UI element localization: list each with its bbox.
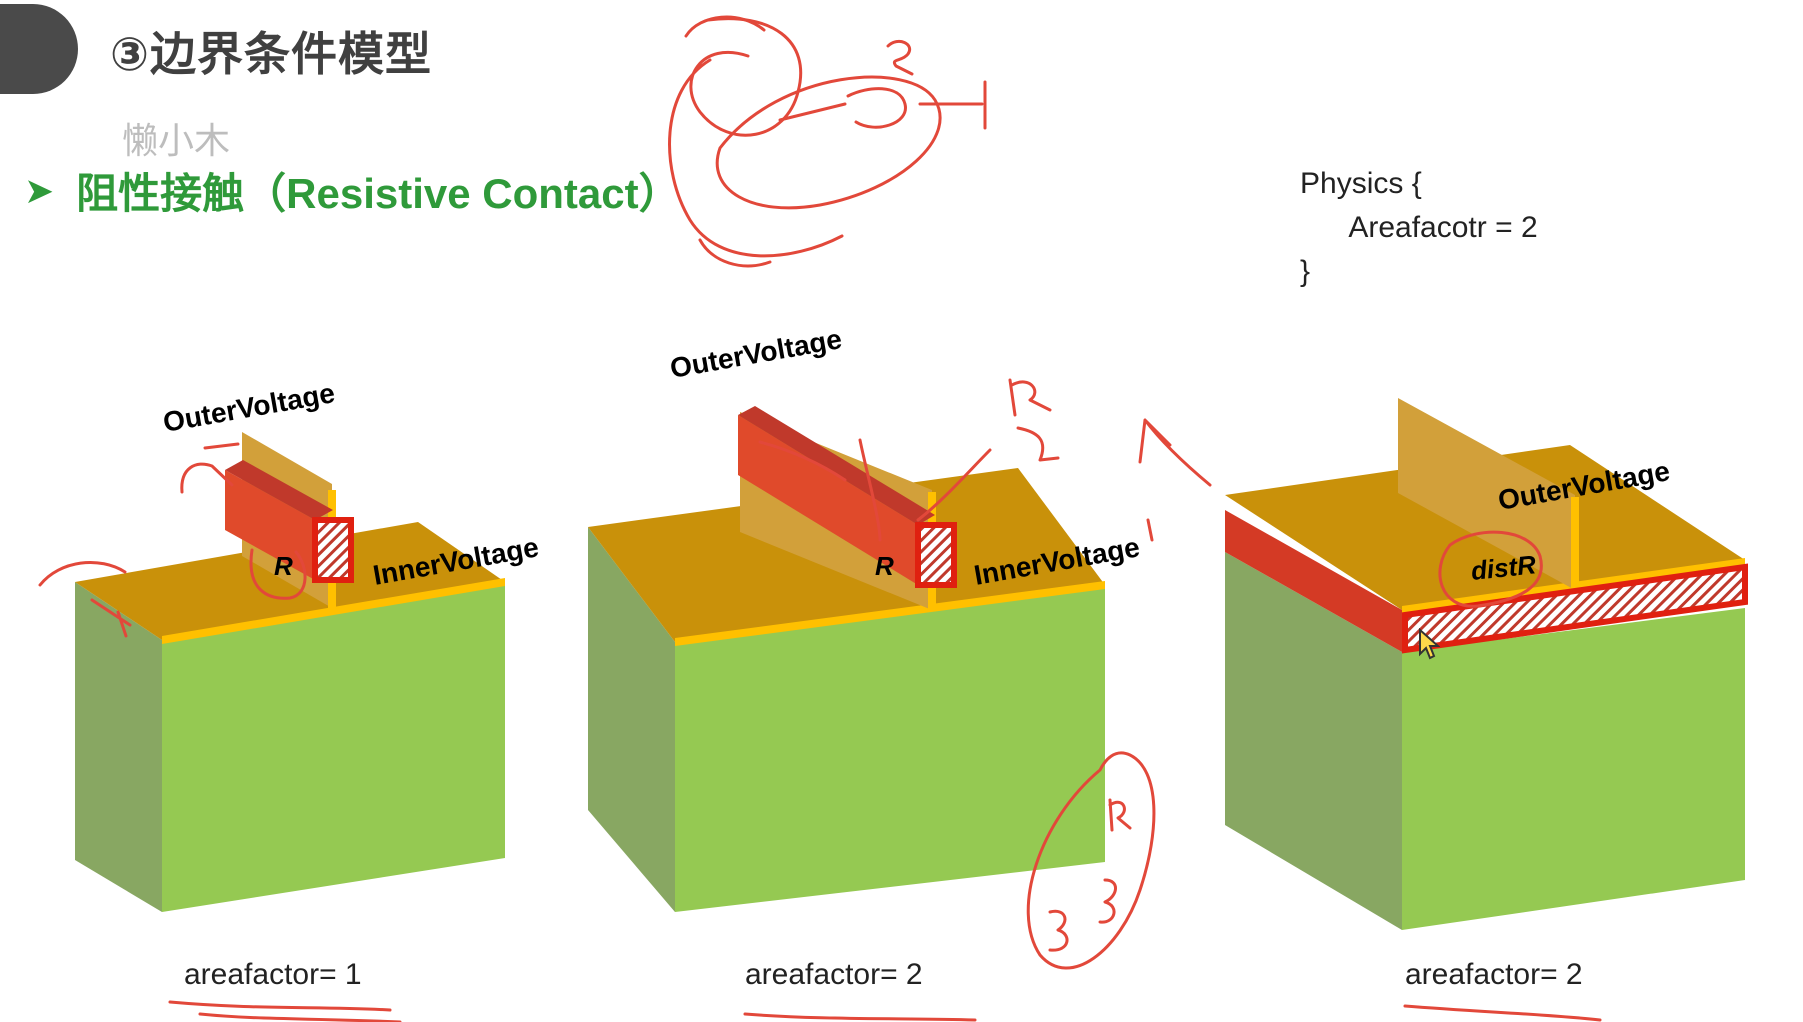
scribble-top-r [886, 40, 914, 76]
contact-1-face [312, 517, 354, 583]
distributed-resistor-label: distR [1469, 549, 1537, 586]
box-3-front [1402, 608, 1745, 930]
contact-1-side [225, 470, 315, 580]
scribble-d2-circle [1026, 751, 1156, 970]
scribble-d2-stroke [758, 438, 882, 542]
bullet-arrow-icon: ➤ [24, 169, 55, 211]
contact-1-top [225, 460, 333, 520]
mouse-pointer-icon [1419, 628, 1440, 660]
resistor-label-2: R [875, 551, 894, 581]
title-tab-decoration [0, 4, 78, 94]
caption-3: areafactor= 2 [1405, 958, 1583, 991]
outer-voltage-label-2: OuterVoltage [668, 323, 844, 384]
code-line-1: Physics { [1300, 167, 1422, 200]
code-line-2: Areafacotr = 2 [1300, 211, 1538, 244]
scribble-top-loops [668, 17, 844, 258]
scribble-d3-arrow [1138, 418, 1212, 487]
scribble-top-tail [684, 15, 772, 268]
code-line-3: } [1300, 255, 1311, 288]
caption-2: areafactor= 2 [745, 958, 923, 991]
box-1-front [162, 582, 505, 912]
diagram-3 [1225, 398, 1748, 930]
resistor-label-1: R [274, 551, 293, 581]
outer-voltage-label-1: OuterVoltage [161, 377, 337, 438]
scribble-d2-r-half [1008, 378, 1060, 462]
diagram-1 [75, 432, 505, 912]
contact-3-face [1402, 563, 1748, 654]
box-2-front [675, 585, 1105, 912]
contact-2-face [915, 522, 957, 588]
scribble-d2-tick [1146, 518, 1154, 542]
bullet-text: 阻性接触（Resistive Contact） [76, 170, 681, 217]
underline-caption-3 [1403, 1004, 1602, 1022]
box-1-edge [162, 578, 505, 644]
box-2-side [588, 527, 675, 912]
underline-caption-1 [168, 1000, 402, 1022]
contact-2-side [738, 415, 918, 585]
watermark: 懒小木 [122, 121, 231, 162]
contact-2-top [738, 406, 935, 525]
scribble-top-wire [778, 80, 987, 130]
caption-1: areafactor= 1 [184, 958, 362, 991]
scribble-d2-r3 [1048, 798, 1132, 952]
bullet-heading: ➤ 阻性接触（Resistive Contact） [24, 160, 681, 221]
scribble-d3-circle [1438, 530, 1543, 608]
handwritten-annotations [38, 15, 1602, 1022]
scribble-d2-arc [916, 448, 992, 522]
scribble-d1-underline [203, 442, 240, 450]
scribble-d1-circle [249, 548, 307, 600]
scribble-d1-hook [180, 462, 234, 494]
box-2-edge [675, 581, 1105, 646]
diagram-2 [588, 406, 1105, 912]
box-3-side [1225, 552, 1402, 930]
contact-3-side [1225, 510, 1402, 652]
box-1-side [75, 582, 162, 912]
underline-caption-2 [743, 1012, 977, 1022]
electrode-3-stem [1571, 497, 1579, 590]
slide-title: ③边界条件模型 [110, 28, 432, 80]
code-block: Physics { Areafacotr = 2} [1300, 162, 1538, 294]
scribble-top-ellipse [715, 75, 942, 210]
scribble-d1-left [38, 561, 132, 638]
scribble-top-resistor [846, 87, 907, 129]
